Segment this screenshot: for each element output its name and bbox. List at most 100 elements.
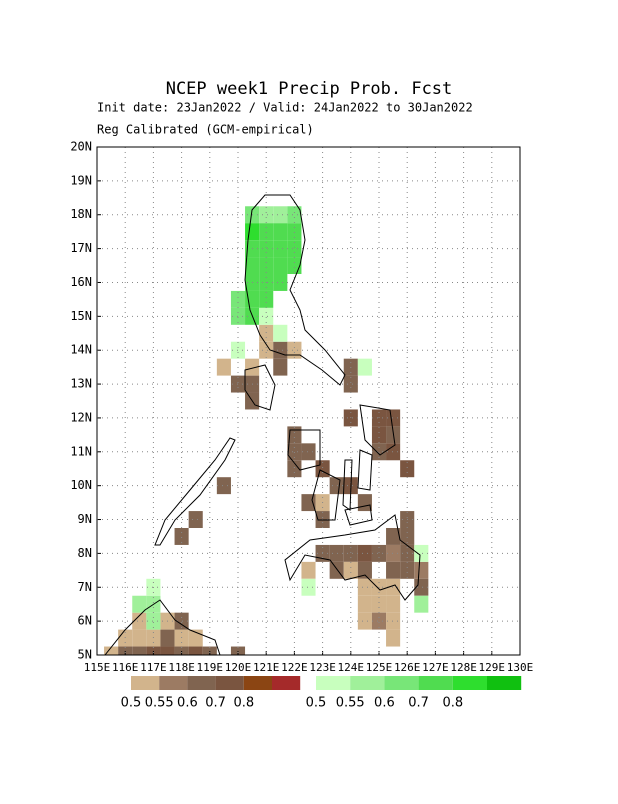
colorbar-label: 0.5 [306, 696, 327, 711]
prob-cell [146, 612, 161, 630]
x-tick-label: 128E [450, 661, 477, 674]
prob-cell [386, 409, 401, 427]
coastline [244, 194, 346, 386]
x-tick-label: 124E [338, 661, 365, 674]
prob-cell [357, 578, 372, 596]
coastline [154, 437, 236, 546]
prob-cell [400, 460, 415, 478]
prob-cell [259, 341, 274, 359]
prob-cell [146, 646, 161, 655]
prob-cell [301, 494, 316, 512]
prob-cell [188, 511, 203, 528]
prob-cell [329, 544, 344, 562]
colorbar-swatch [418, 676, 453, 690]
prob-cell [357, 358, 372, 376]
y-tick-label: 15N [70, 309, 92, 323]
prob-cell [174, 646, 189, 655]
prob-cell [371, 443, 387, 461]
prob-cell [174, 629, 189, 647]
cell-layer [104, 206, 429, 655]
prob-cell [386, 561, 401, 579]
prob-cell [357, 612, 372, 630]
prob-cell [386, 629, 401, 647]
plot-frame [96, 146, 521, 656]
prob-cell [386, 595, 401, 613]
prob-cell [414, 561, 429, 579]
prob-cell [259, 206, 274, 224]
y-tick-label: 7N [78, 580, 92, 594]
prob-cell [259, 324, 274, 342]
colorbar-swatch [452, 676, 487, 690]
x-tick-label: 123E [309, 661, 336, 674]
map-subtitle: Init date: 23Jan2022 / Valid: 24Jan2022 … [97, 101, 473, 115]
colorbar-swatch [316, 676, 351, 690]
prob-cell [287, 206, 302, 224]
prob-cell [386, 578, 401, 596]
colorbar-label: 0.55 [336, 696, 365, 711]
prob-cell [118, 646, 133, 655]
colorbar-swatch [243, 676, 272, 690]
x-tick-label: 116E [112, 661, 139, 674]
colorbar-label: 0.6 [177, 696, 198, 711]
map-title: NCEP week1 Precip Prob. Fcst [166, 79, 453, 99]
prob-cell [301, 578, 316, 596]
y-tick-label: 20N [70, 140, 92, 154]
prob-cell [132, 595, 147, 613]
coastline [359, 404, 396, 456]
colorbar-swatch [487, 676, 522, 690]
prob-cell [202, 646, 217, 655]
prob-cell [287, 240, 302, 258]
prob-cell [273, 257, 288, 274]
coastline [344, 504, 373, 526]
y-tick-label: 14N [70, 343, 92, 357]
x-tick-label: 122E [281, 661, 308, 674]
x-tick-label: 117E [140, 661, 167, 674]
prob-cell [371, 544, 387, 562]
prob-cell [104, 646, 119, 655]
y-tick-label: 6N [78, 614, 92, 628]
prob-cell [132, 629, 147, 647]
y-tick-label: 8N [78, 546, 92, 560]
prob-cell [371, 426, 387, 444]
prob-cell [245, 223, 260, 241]
prob-cell [216, 477, 231, 495]
y-tick-label: 19N [70, 173, 92, 187]
prob-cell [287, 341, 302, 359]
colorbar-label: 0.6 [374, 696, 395, 711]
prob-cell [273, 240, 288, 258]
map-note: Reg Calibrated (GCM-empirical) [97, 123, 314, 137]
x-tick-label: 120E [225, 661, 252, 674]
prob-cell [400, 561, 415, 579]
prob-cell [400, 528, 415, 545]
colorbar-swatch [272, 676, 301, 690]
x-tick-label: 129E [479, 661, 506, 674]
y-tick-label: 16N [70, 275, 92, 289]
prob-cell [371, 612, 387, 630]
prob-cell [357, 494, 372, 512]
y-tick-label: 11N [70, 444, 92, 458]
prob-cell [301, 443, 316, 461]
prob-cell [357, 595, 372, 613]
colorbar-swatch [159, 676, 188, 690]
prob-cell [357, 544, 372, 562]
prob-cell [174, 528, 189, 545]
coastline [284, 514, 421, 601]
prob-cell [343, 561, 358, 579]
prob-cell [329, 477, 344, 495]
colorbar-swatch [187, 676, 216, 690]
prob-cell [245, 358, 260, 376]
y-tick-label: 12N [70, 410, 92, 424]
y-tick-label: 9N [78, 512, 92, 526]
prob-cell [259, 240, 274, 258]
prob-cell [174, 612, 189, 630]
y-tick-label: 10N [70, 478, 92, 492]
y-tick-label: 17N [70, 241, 92, 255]
prob-cell [343, 544, 358, 562]
y-tick-label: 13N [70, 377, 92, 391]
prob-cell [386, 544, 401, 562]
prob-cell [287, 460, 302, 478]
prob-cell [230, 646, 246, 655]
x-tick-label: 118E [168, 661, 195, 674]
